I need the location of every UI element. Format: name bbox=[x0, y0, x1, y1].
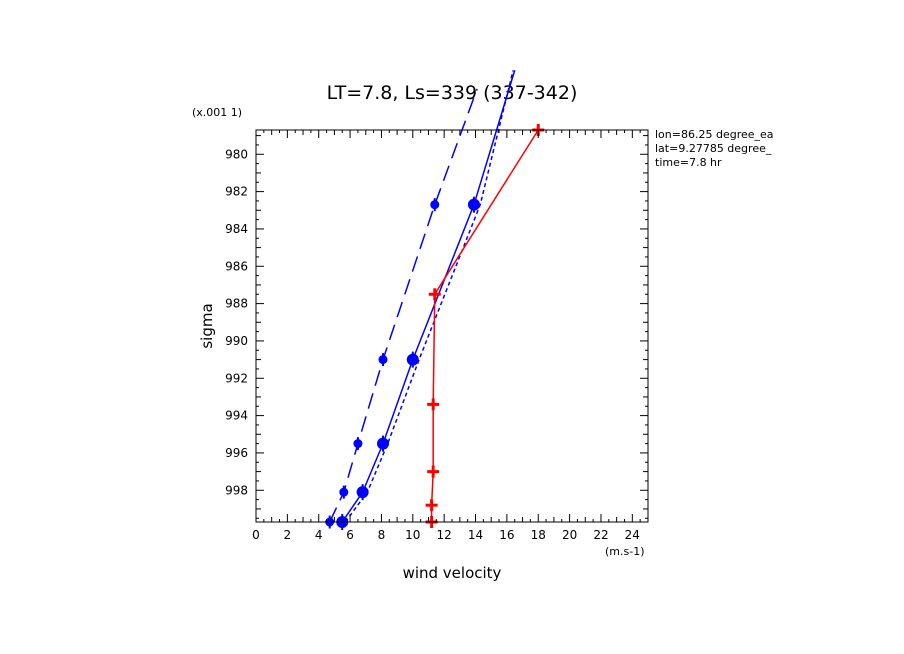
x-tick-label: 24 bbox=[625, 528, 640, 542]
series-1-point bbox=[353, 437, 363, 451]
x-tick-label: 18 bbox=[531, 528, 546, 542]
x-tick-label: 8 bbox=[378, 528, 386, 542]
x-tick-label: 0 bbox=[252, 528, 260, 542]
y-tick-label: 994 bbox=[225, 409, 248, 423]
annotation-time: time=7.8 hr bbox=[655, 156, 722, 169]
y-axis-title: sigma bbox=[198, 303, 216, 348]
y-scale-note: (x.001 1) bbox=[192, 106, 242, 119]
series-2-point bbox=[406, 351, 419, 368]
series-2-point bbox=[467, 196, 480, 213]
series-3-line bbox=[344, 70, 514, 523]
plot-frame bbox=[255, 129, 649, 523]
x-tick-label: 6 bbox=[346, 528, 354, 542]
series-1-point bbox=[378, 353, 388, 367]
series-4-point bbox=[427, 465, 440, 478]
series-1-point bbox=[430, 198, 440, 212]
y-tick-label: 998 bbox=[225, 483, 248, 497]
series-4-point bbox=[427, 398, 440, 411]
y-tick-label: 992 bbox=[225, 371, 248, 385]
y-tick-label: 982 bbox=[225, 185, 248, 199]
x-tick-label: 14 bbox=[468, 528, 483, 542]
x-tick-label: 22 bbox=[593, 528, 608, 542]
series-2-point bbox=[377, 435, 390, 452]
x-tick-label: 16 bbox=[499, 528, 514, 542]
series-2-point bbox=[356, 484, 369, 501]
y-tick-label: 980 bbox=[225, 147, 248, 161]
x-units-label: (m.s-1) bbox=[605, 545, 645, 558]
chart-title: LT=7.8, Ls=339 (337-342) bbox=[327, 82, 578, 104]
x-tick-label: 10 bbox=[405, 528, 420, 542]
x-axis-title: wind velocity bbox=[403, 564, 502, 582]
y-tick-label: 988 bbox=[225, 297, 248, 311]
y-tick-label: 990 bbox=[225, 334, 248, 348]
series-4-point bbox=[425, 499, 438, 512]
annotation-lon: lon=86.25 degree_ea bbox=[655, 128, 774, 141]
x-tick-label: 20 bbox=[562, 528, 577, 542]
series-4-line bbox=[430, 129, 539, 522]
x-tick-label: 4 bbox=[315, 528, 323, 542]
y-tick-label: 984 bbox=[225, 222, 248, 236]
x-tick-label: 12 bbox=[437, 528, 452, 542]
y-tick-label: 986 bbox=[225, 259, 248, 273]
series-4-point bbox=[428, 288, 441, 301]
series-1-point bbox=[339, 485, 349, 499]
series-1-line bbox=[329, 88, 478, 523]
annotation-lat: lat=9.27785 degree_ bbox=[655, 142, 772, 155]
y-tick-label: 996 bbox=[225, 446, 248, 460]
series-2-line bbox=[341, 70, 516, 523]
x-tick-label: 2 bbox=[284, 528, 292, 542]
